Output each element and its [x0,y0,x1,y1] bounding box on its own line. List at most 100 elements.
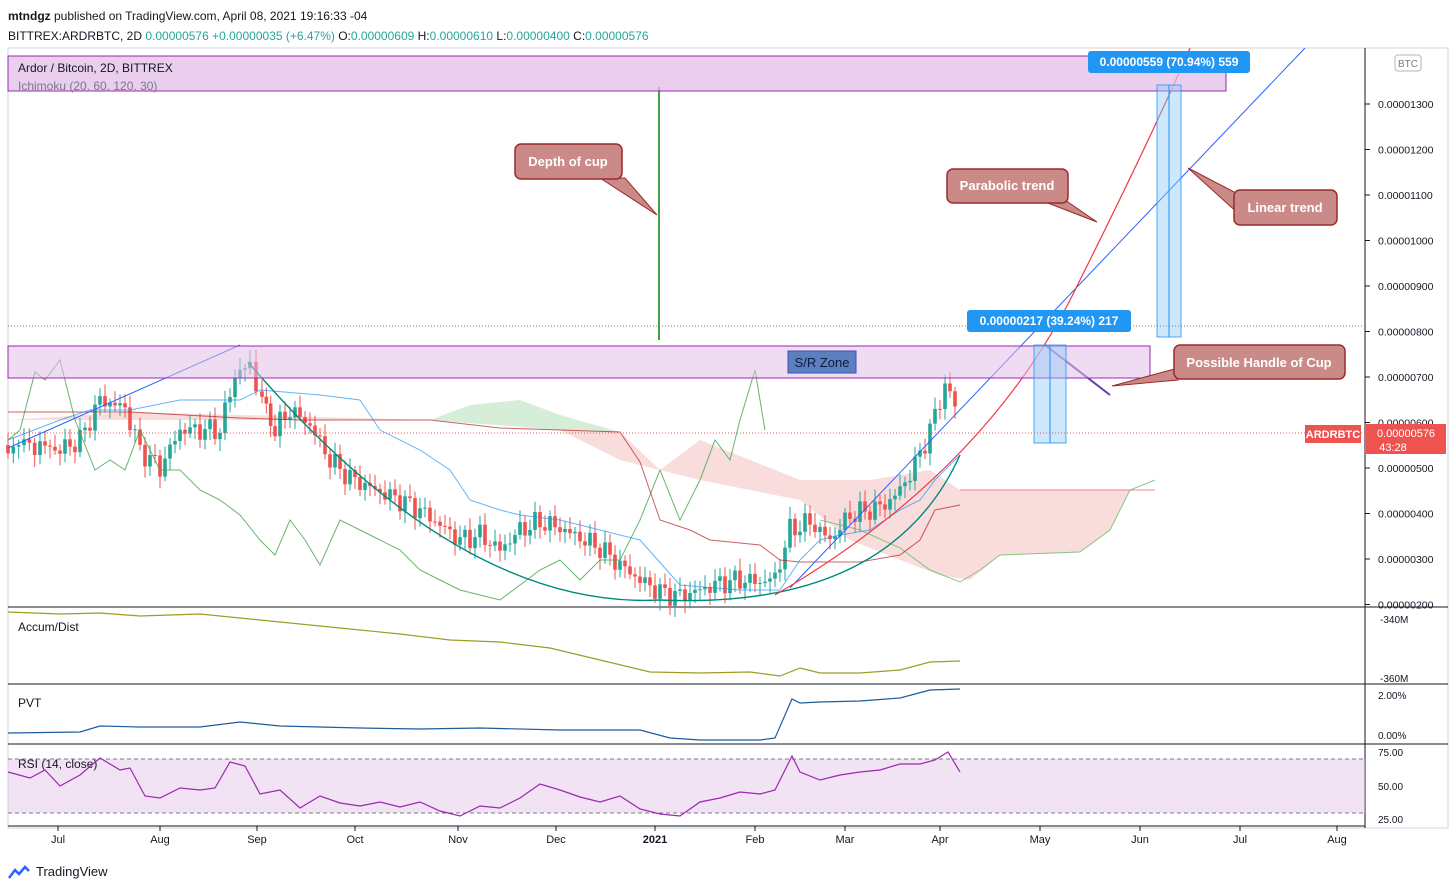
candle-body [748,573,752,583]
symbol-label: BITTREX:ARDRBTC, 2D [8,29,143,43]
candle-body [313,425,317,436]
ohlc-line: BITTREX:ARDRBTC, 2D 0.00000576 +0.000000… [8,26,649,46]
candle-body [423,507,427,509]
price-axis[interactable]: 0.00001300 0.00001200 0.00001100 0.00001000… [1365,99,1434,612]
ichimoku-base-line [8,411,961,563]
chart-canvas[interactable]: Ardor / Bitcoin, 2D, BITTREX Ichimoku (2… [0,0,1456,860]
close-value: 0.00000576 [585,29,649,43]
candle-body [728,580,732,594]
price-tag-time: 43:28 [1379,442,1407,454]
candle-body [378,488,382,493]
candle-body [443,525,447,527]
footer-brand[interactable]: TradingView [8,864,108,879]
candle-body [93,404,97,431]
price-tick-label: 0.00001000 [1378,236,1434,248]
candle-body [698,589,702,591]
rsi-line [7,751,961,817]
pvt-line [7,688,961,741]
candle-body [153,455,157,457]
candle-body [6,445,10,454]
candle-body [733,570,737,581]
candle-body [103,396,107,407]
candle-body [453,529,457,545]
currency-badge-text: BTC [1398,59,1418,70]
ichimoku-legend: Ichimoku (20, 60, 120, 30) [18,79,157,93]
candle-body [673,591,677,606]
last-price: 0.00000576 [145,29,209,43]
candle-body [273,426,277,437]
candle-body [593,532,597,548]
candle-body [148,455,152,467]
candle-body [428,507,432,522]
price-tick-label: 0.00000500 [1378,463,1434,475]
candle-body [903,482,907,487]
candle-body [868,511,872,520]
candle-body [628,566,632,575]
rsi-band [8,759,1365,813]
candle-body [498,541,502,551]
candle-body [393,489,397,496]
time-tick-label: Jul [1233,834,1247,846]
price-tick-label: 0.00000400 [1378,509,1434,521]
candle-body [138,429,142,445]
candle-body [213,419,217,440]
parabolic-trend-label: Parabolic trend [960,178,1055,193]
candle-body [588,532,592,546]
candle-body [808,513,812,525]
candle-body [123,403,127,408]
high-label: H: [417,29,430,43]
candle-body [168,444,172,459]
candle-body [58,450,62,454]
candle-body [163,458,167,477]
close-label: C: [573,29,586,43]
candle-body [260,391,264,397]
price-tag-symbol: ARDRBTC [1306,429,1360,441]
candle-body [528,529,532,536]
price-change: +0.00000035 (+6.47%) [212,29,335,43]
time-axis[interactable]: Jul Aug Sep Oct Nov Dec 2021 Feb Mar Apr May Jun Jul… [51,826,1347,846]
candle-body [478,524,482,538]
candle-body [98,396,102,405]
candle-body [898,486,902,496]
candle-body [113,402,117,406]
price-tick-label: 0.00000300 [1378,554,1434,566]
candle-body [88,427,92,431]
candle-body [703,586,707,590]
time-tick-label: Feb [746,834,765,846]
candle-body [693,589,697,593]
candle-body [708,586,712,593]
candle-body [788,518,792,548]
candle-body [933,408,937,424]
candle-body [623,560,627,567]
candle-body [173,440,177,445]
cloud-bearish-2 [700,440,1155,580]
low-label: L: [496,29,507,43]
linear-trend-callout: Linear trend [1187,167,1338,226]
publish-info: published on TradingView.com, April 08, … [54,9,368,23]
candle-body [208,419,212,430]
candle-body [128,407,132,431]
candle-body [158,455,162,477]
candle-body [188,427,192,434]
candle-body [508,543,512,545]
candle-body [773,572,777,579]
candle-body [468,529,472,549]
candle-body [723,576,727,594]
candle-body [563,528,567,533]
publisher-name[interactable]: mtndgz [8,9,51,23]
candle-body [718,576,722,581]
handle-label: Possible Handle of Cup [1186,355,1331,370]
footer-brand-label: TradingView [36,864,108,879]
candle-body [533,512,537,530]
price-tag-value: 0.00000576 [1377,428,1435,440]
candle-body [218,433,222,440]
candle-body [578,531,582,542]
measure-mid-tag: 0.00000217 (39.24%) 217 [967,310,1131,332]
candle-body [448,526,452,530]
candle-body [233,377,237,398]
candle-body [483,524,487,545]
sr-zone-label-box: S/R Zone [787,350,857,374]
candle-body [38,441,42,456]
linear-trend-label: Linear trend [1247,200,1322,215]
candle-body [78,430,82,453]
